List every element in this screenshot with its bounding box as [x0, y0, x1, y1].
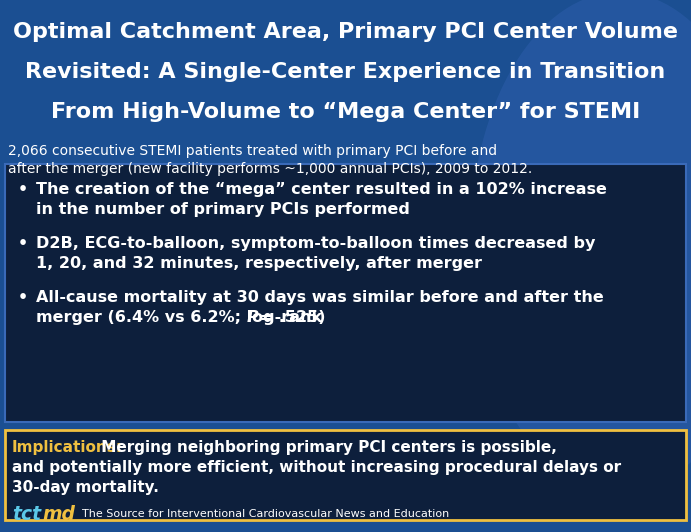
Text: tct: tct [12, 504, 41, 523]
Text: •: • [18, 182, 28, 197]
Text: 1, 20, and 32 minutes, respectively, after merger: 1, 20, and 32 minutes, respectively, aft… [36, 256, 482, 271]
Text: md: md [42, 504, 75, 523]
Text: •: • [18, 290, 28, 305]
Ellipse shape [470, 0, 691, 492]
Text: 2,066 consecutive STEMI patients treated with primary PCI before and: 2,066 consecutive STEMI patients treated… [8, 144, 497, 158]
Text: Revisited: A Single-Center Experience in Transition: Revisited: A Single-Center Experience in… [26, 62, 665, 82]
Bar [5, 430, 686, 520]
Text: From High-Volume to “Mega Center” for STEMI: From High-Volume to “Mega Center” for ST… [51, 102, 640, 122]
Text: 30-day mortality.: 30-day mortality. [12, 480, 159, 495]
Text: Implications:: Implications: [12, 440, 123, 455]
Text: = .525): = .525) [254, 310, 325, 325]
Text: Optimal Catchment Area, Primary PCI Center Volume: Optimal Catchment Area, Primary PCI Cent… [13, 22, 678, 42]
Text: •: • [18, 236, 28, 251]
Text: D2B, ECG-to-balloon, symptom-to-balloon times decreased by: D2B, ECG-to-balloon, symptom-to-balloon … [36, 236, 596, 251]
Text: Merging neighboring primary PCI centers is possible,: Merging neighboring primary PCI centers … [97, 440, 558, 455]
Text: P: P [247, 310, 258, 325]
Text: after the merger (new facility performs ~1,000 annual PCIs), 2009 to 2012.: after the merger (new facility performs … [8, 162, 532, 176]
Text: The Source for Interventional Cardiovascular News and Education: The Source for Interventional Cardiovasc… [82, 509, 449, 519]
Bar [5, 164, 686, 422]
Text: in the number of primary PCIs performed: in the number of primary PCIs performed [36, 202, 410, 217]
Text: All-cause mortality at 30 days was similar before and after the: All-cause mortality at 30 days was simil… [36, 290, 604, 305]
Text: The creation of the “mega” center resulted in a 102% increase: The creation of the “mega” center result… [36, 182, 607, 197]
Text: merger (6.4% vs 6.2%; log-rank: merger (6.4% vs 6.2%; log-rank [36, 310, 328, 325]
Text: and potentially more efficient, without increasing procedural delays or: and potentially more efficient, without … [12, 460, 621, 475]
